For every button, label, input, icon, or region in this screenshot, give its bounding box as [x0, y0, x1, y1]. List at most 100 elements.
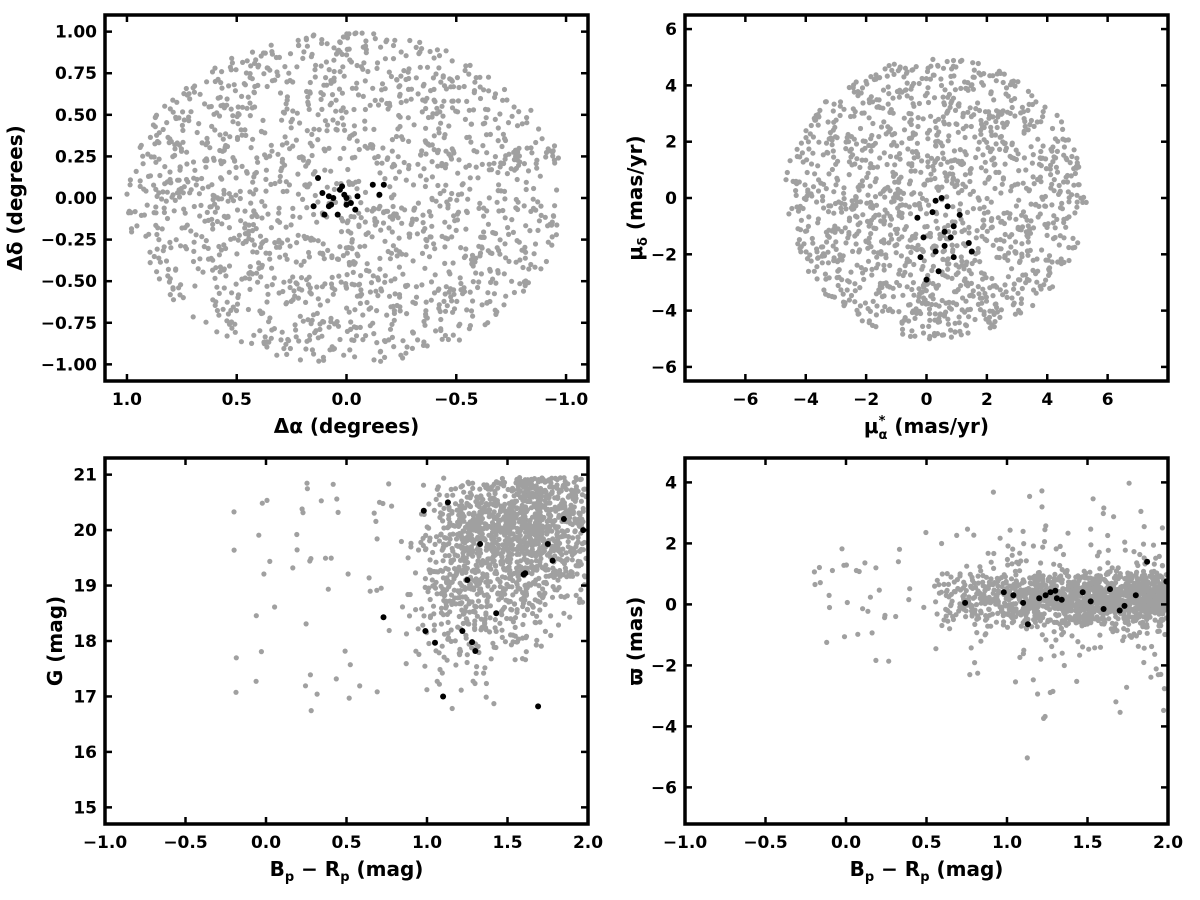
field-star-point [503, 153, 509, 159]
field-star-point [153, 159, 159, 165]
field-star-point [823, 229, 830, 235]
field-star-point [1039, 488, 1045, 494]
field-star-point [509, 113, 515, 119]
y-tick-label: −1.00 [41, 355, 97, 375]
field-star-point [515, 199, 521, 205]
field-star-point [242, 275, 248, 281]
field-star-point [367, 588, 373, 594]
field-star-point [340, 253, 346, 259]
field-star-point [484, 150, 490, 156]
field-star-point [392, 37, 398, 43]
field-star-point [373, 518, 379, 525]
field-star-point [309, 152, 315, 159]
field-star-point [325, 586, 331, 592]
field-star-point [458, 498, 464, 504]
field-star-point [440, 545, 446, 552]
field-star-point [463, 555, 469, 561]
field-star-point [368, 305, 374, 311]
field-star-point [466, 134, 472, 140]
x-tick-label: 1.0 [112, 390, 142, 410]
field-star-point [391, 308, 397, 314]
field-star-point [129, 229, 135, 235]
field-star-point [863, 239, 869, 245]
field-star-point [324, 184, 330, 190]
field-star-point [234, 301, 241, 307]
field-star-point [988, 199, 994, 205]
field-star-point [895, 559, 902, 565]
field-star-point [365, 68, 371, 75]
field-star-point [379, 160, 385, 166]
field-star-point [573, 592, 579, 599]
field-star-point [410, 258, 416, 264]
field-star-point [264, 65, 270, 71]
field-star-point [249, 105, 255, 111]
field-star-point [550, 153, 556, 159]
field-star-point [1001, 140, 1007, 147]
field-star-point [928, 113, 934, 119]
field-star-point [1000, 292, 1006, 298]
field-star-point [358, 287, 364, 293]
field-star-point [467, 175, 473, 181]
field-star-point [996, 254, 1002, 261]
field-star-point [254, 155, 260, 161]
field-star-point [867, 308, 874, 314]
field-star-point [470, 480, 476, 486]
field-star-point [475, 513, 481, 519]
field-star-point [464, 307, 470, 313]
field-star-point [849, 162, 855, 168]
field-star-point [226, 191, 232, 197]
field-star-point [382, 56, 388, 62]
field-star-point [480, 143, 486, 149]
field-star-point [948, 73, 954, 79]
field-star-point [868, 74, 874, 80]
field-star-point [424, 687, 430, 693]
field-star-point [442, 244, 448, 250]
field-star-point [941, 313, 948, 319]
field-star-point [1060, 126, 1066, 132]
x-axis-label: Δα (degrees) [274, 414, 420, 438]
field-star-point [422, 547, 429, 553]
field-star-point [876, 97, 882, 103]
field-star-point [335, 509, 341, 515]
field-star-point [277, 90, 284, 96]
field-star-point [1003, 289, 1009, 295]
field-star-point [362, 126, 368, 132]
y-tick-label: 17 [73, 687, 97, 707]
field-star-point [433, 569, 439, 575]
field-star-point [938, 76, 944, 82]
field-star-point [455, 595, 461, 601]
field-star-point [362, 219, 368, 225]
field-star-point [904, 284, 910, 290]
field-star-point [269, 148, 275, 154]
field-star-point [348, 319, 354, 325]
field-star-point [516, 109, 522, 115]
field-star-point [873, 225, 879, 232]
field-star-point [889, 142, 895, 148]
field-star-point [1072, 210, 1078, 216]
field-star-point [391, 161, 397, 167]
field-star-point [970, 60, 976, 66]
field-star-point [915, 242, 921, 248]
field-star-point [468, 525, 475, 531]
field-star-point [826, 234, 832, 240]
field-star-point [246, 276, 253, 282]
field-star-point [380, 220, 387, 226]
field-star-point [450, 260, 456, 266]
field-star-point [971, 67, 977, 73]
field-star-point [436, 126, 442, 132]
field-star-point [537, 619, 543, 625]
field-star-point [946, 305, 953, 311]
field-star-point [370, 273, 376, 279]
field-star-point [978, 131, 984, 137]
field-star-point [162, 103, 168, 109]
field-star-point [532, 264, 538, 270]
field-star-point [321, 146, 327, 152]
field-star-point [253, 57, 259, 63]
field-star-point [389, 137, 395, 143]
field-star-point [373, 288, 379, 294]
field-star-point [931, 95, 938, 101]
field-star-point [344, 31, 350, 37]
field-star-point [456, 157, 462, 163]
field-star-point [315, 238, 321, 244]
